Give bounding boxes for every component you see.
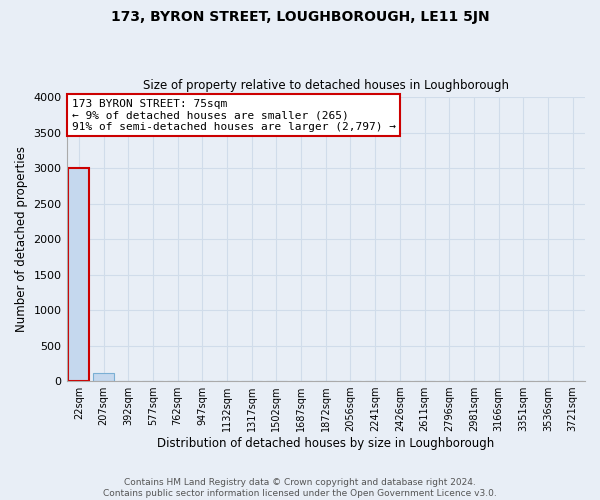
Bar [93,373,114,381]
Text: 173 BYRON STREET: 75sqm
← 9% of detached houses are smaller (265)
91% of semi-de: 173 BYRON STREET: 75sqm ← 9% of detached… [72,99,396,132]
X-axis label: Distribution of detached houses by size in Loughborough: Distribution of detached houses by size … [157,437,494,450]
Title: Size of property relative to detached houses in Loughborough: Size of property relative to detached ho… [143,79,509,92]
Text: Contains HM Land Registry data © Crown copyright and database right 2024.
Contai: Contains HM Land Registry data © Crown c… [103,478,497,498]
Text: 173, BYRON STREET, LOUGHBOROUGH, LE11 5JN: 173, BYRON STREET, LOUGHBOROUGH, LE11 5J… [110,10,490,24]
Bar [68,168,89,381]
Y-axis label: Number of detached properties: Number of detached properties [15,146,28,332]
